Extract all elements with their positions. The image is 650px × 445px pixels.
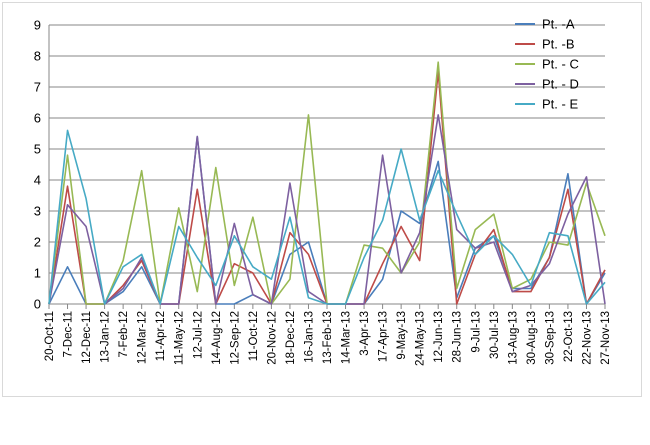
legend-label: Pt. - D [542, 77, 579, 92]
x-tick-label: 20-Oct-11 [44, 311, 56, 361]
x-tick-label: 28-Jun-13 [452, 311, 464, 363]
chart-frame: 0 1 2 3 4 5 6 7 8 9 20-Oct-11 7-Dec-11 12-Dec-11 13-… [2, 2, 642, 397]
y-tick-label: 8 [34, 49, 41, 64]
y-tick-label: 4 [34, 173, 41, 188]
x-tick-label: 16-Jan-13 [303, 311, 315, 363]
y-tick-label: 3 [34, 204, 41, 219]
x-tick-label: 11-May-12 [174, 311, 186, 365]
x-tick-label: 12-Sep-12 [229, 311, 241, 365]
y-axis-ticks: 0 1 2 3 4 5 6 7 8 9 [34, 18, 41, 312]
x-tick-label: 3-Apr-13 [359, 311, 371, 356]
x-tick-label: 9-Jul-13 [470, 311, 482, 353]
legend-label: Pt. -A [542, 17, 575, 32]
x-tick-label: 20-Nov-12 [266, 311, 278, 365]
x-tick-label: 13-Jan-12 [100, 311, 112, 363]
x-tick-label: 12-Jun-13 [433, 311, 445, 363]
series-lines [48, 61, 606, 305]
x-tick-label: 22-Oct-13 [563, 311, 575, 362]
x-tick-label: 7-Feb-12 [118, 311, 130, 358]
x-axis-ticks: 20-Oct-11 7-Dec-11 12-Dec-11 13-Jan-12 7-Feb… [44, 304, 612, 366]
x-tick-label: 13-Aug-13 [507, 311, 519, 365]
x-tick-label: 18-Dec-12 [285, 311, 297, 365]
legend-label: Pt. - E [542, 97, 578, 112]
x-tick-label: 17-Apr-13 [378, 311, 390, 362]
y-tick-label: 1 [34, 266, 41, 281]
x-tick-label: 13-Feb-13 [322, 311, 334, 364]
x-tick-label: 12-Jul-12 [192, 311, 204, 359]
x-tick-label: 7-Dec-11 [63, 311, 75, 357]
legend-label: Pt. - C [542, 57, 579, 72]
series-line-5 [48, 129, 606, 305]
x-tick-label: 12-Dec-11 [81, 311, 93, 364]
x-tick-label: 14-Mar-13 [341, 311, 353, 364]
x-tick-label: 22-Nov-13 [581, 311, 593, 365]
gridlines [49, 24, 605, 305]
axes [48, 25, 605, 305]
x-tick-label: 9-May-13 [396, 311, 408, 360]
x-tick-label: 11-Oct-12 [248, 311, 260, 361]
y-tick-label: 5 [34, 142, 41, 157]
line-chart: 0 1 2 3 4 5 6 7 8 9 20-Oct-11 7-Dec-11 12-Dec-11 13-… [34, 17, 612, 366]
x-tick-label: 24-May-13 [415, 311, 427, 366]
y-tick-label: 6 [34, 111, 41, 126]
y-tick-label: 2 [34, 235, 41, 250]
x-tick-label: 11-Apr-12 [155, 311, 167, 361]
y-tick-label: 9 [34, 18, 41, 33]
x-tick-label: 27-Nov-13 [600, 311, 612, 365]
x-tick-label: 30-Sep-13 [544, 311, 556, 365]
series-line-4 [48, 114, 606, 305]
y-tick-label: 0 [34, 297, 41, 312]
y-tick-label: 7 [34, 80, 41, 95]
x-tick-label: 30-Jul-13 [489, 311, 501, 359]
series-line-3 [48, 61, 606, 305]
legend: Pt. -A Pt. -B Pt. - C Pt. - D Pt. - E [515, 17, 579, 112]
x-tick-label: 14-Aug-12 [211, 311, 223, 365]
x-tick-label: 12-Mar-12 [137, 311, 149, 364]
x-tick-label: 30-Aug-13 [526, 311, 538, 365]
legend-label: Pt. -B [542, 37, 575, 52]
series-line-1 [48, 135, 606, 305]
